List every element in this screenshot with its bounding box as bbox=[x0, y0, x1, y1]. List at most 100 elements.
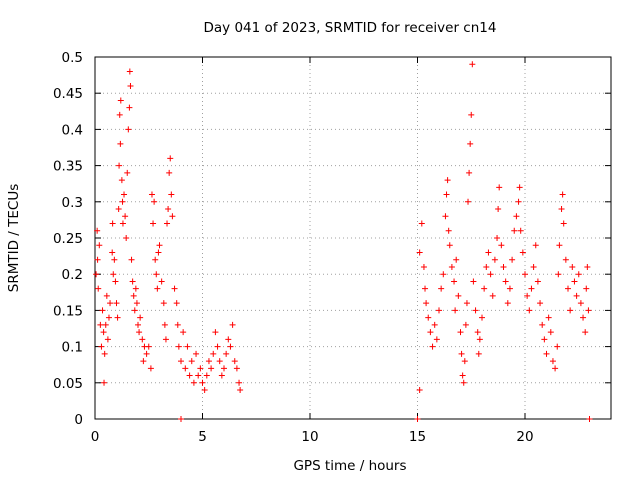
data-point bbox=[210, 350, 217, 357]
data-point bbox=[103, 292, 110, 299]
data-point bbox=[130, 292, 137, 299]
data-point bbox=[175, 343, 182, 350]
data-point bbox=[560, 220, 567, 227]
data-point bbox=[154, 285, 161, 292]
data-point bbox=[487, 271, 494, 278]
data-point bbox=[534, 278, 541, 285]
data-point bbox=[166, 169, 173, 176]
data-point bbox=[99, 307, 106, 314]
data-point bbox=[475, 350, 482, 357]
data-point bbox=[547, 329, 554, 336]
data-point bbox=[164, 220, 171, 227]
data-point bbox=[485, 249, 492, 256]
data-point bbox=[416, 249, 423, 256]
data-point bbox=[469, 61, 476, 68]
data-point bbox=[516, 184, 523, 191]
data-point bbox=[585, 307, 592, 314]
data-point bbox=[416, 387, 423, 394]
data-point bbox=[506, 285, 513, 292]
data-point bbox=[178, 416, 184, 422]
y-tick-label: 0.35 bbox=[53, 159, 83, 175]
data-point bbox=[208, 365, 215, 372]
data-point bbox=[504, 300, 511, 307]
data-point bbox=[119, 220, 126, 227]
data-point bbox=[517, 227, 524, 234]
data-point bbox=[460, 379, 467, 386]
data-point bbox=[174, 321, 181, 328]
data-point bbox=[113, 300, 120, 307]
data-point bbox=[513, 213, 520, 220]
data-point bbox=[436, 307, 442, 314]
data-point bbox=[468, 111, 475, 118]
data-point bbox=[474, 329, 481, 336]
data-point bbox=[444, 177, 451, 184]
data-point bbox=[573, 292, 580, 299]
data-point bbox=[126, 104, 133, 111]
data-point bbox=[100, 329, 107, 336]
data-point bbox=[233, 365, 240, 372]
data-point bbox=[446, 242, 453, 249]
data-point bbox=[140, 358, 147, 365]
data-point bbox=[188, 358, 195, 365]
y-tick-label: 0.25 bbox=[53, 231, 83, 247]
data-point bbox=[116, 111, 123, 118]
data-point bbox=[545, 314, 552, 321]
data-point bbox=[143, 350, 150, 357]
data-point bbox=[532, 242, 539, 249]
data-point bbox=[582, 329, 589, 336]
data-point bbox=[114, 314, 121, 321]
data-point bbox=[577, 300, 584, 307]
data-point bbox=[129, 278, 136, 285]
data-point bbox=[511, 227, 518, 234]
data-point bbox=[131, 307, 138, 314]
data-point bbox=[165, 206, 172, 213]
data-point bbox=[195, 372, 202, 379]
data-point bbox=[522, 271, 528, 278]
data-point bbox=[418, 220, 425, 227]
data-point bbox=[197, 365, 204, 372]
data-point bbox=[162, 336, 169, 343]
data-point bbox=[562, 256, 569, 263]
data-point bbox=[519, 249, 526, 256]
data-point bbox=[575, 271, 582, 278]
data-point bbox=[158, 278, 165, 285]
data-point bbox=[528, 285, 535, 292]
data-point bbox=[586, 416, 593, 422]
data-point bbox=[541, 336, 548, 343]
data-point bbox=[218, 372, 225, 379]
data-point bbox=[128, 256, 135, 263]
data-point bbox=[494, 235, 501, 241]
data-point bbox=[110, 271, 117, 278]
data-point bbox=[152, 256, 159, 263]
data-point bbox=[584, 263, 591, 270]
data-point bbox=[489, 292, 496, 299]
data-point bbox=[169, 213, 176, 220]
data-point bbox=[495, 206, 502, 213]
data-point bbox=[465, 198, 472, 205]
data-point bbox=[483, 263, 490, 270]
data-point bbox=[565, 285, 571, 292]
data-point bbox=[515, 198, 522, 205]
data-point bbox=[111, 256, 118, 263]
data-point bbox=[107, 300, 114, 307]
data-point bbox=[559, 191, 566, 198]
data-point bbox=[167, 155, 174, 162]
data-point bbox=[104, 336, 111, 343]
data-point bbox=[569, 263, 576, 270]
data-point bbox=[214, 343, 221, 350]
data-point bbox=[476, 336, 483, 343]
data-point bbox=[115, 206, 122, 213]
data-point bbox=[96, 242, 103, 249]
data-point bbox=[453, 256, 460, 263]
data-point bbox=[201, 387, 208, 394]
data-point bbox=[168, 191, 175, 198]
data-point bbox=[423, 300, 430, 307]
data-point bbox=[445, 227, 452, 234]
data-point bbox=[133, 300, 140, 307]
data-point bbox=[466, 169, 473, 176]
data-point bbox=[433, 336, 440, 343]
data-point bbox=[116, 162, 123, 169]
data-point bbox=[452, 307, 459, 314]
data-point bbox=[555, 271, 562, 278]
data-point bbox=[425, 314, 432, 321]
